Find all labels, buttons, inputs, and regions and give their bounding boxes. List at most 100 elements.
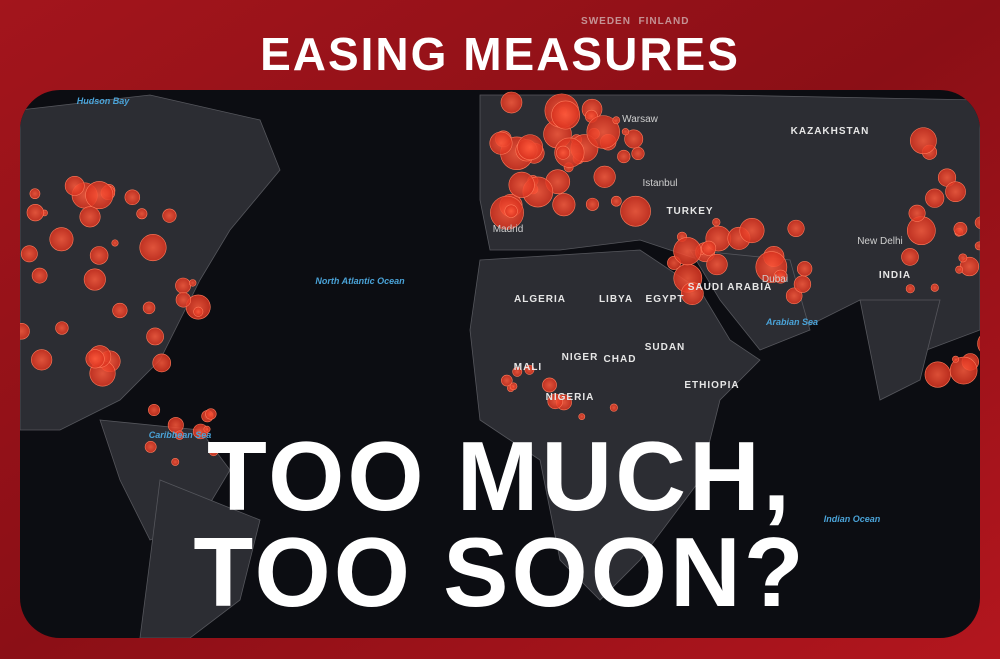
case-dot	[111, 239, 119, 247]
case-dot	[925, 188, 945, 208]
case-dot	[20, 245, 38, 263]
case-dot	[586, 115, 620, 149]
case-dot	[955, 265, 964, 274]
case-dot	[508, 171, 535, 198]
case-dot	[142, 301, 156, 315]
map-label: ETHIOPIA	[684, 380, 739, 391]
case-dot	[85, 349, 105, 369]
map-label: Warsaw	[622, 114, 659, 125]
case-dot	[617, 149, 631, 164]
case-dots	[20, 91, 980, 466]
case-dot	[31, 267, 48, 284]
map-label: Madrid	[493, 224, 524, 235]
case-dot	[49, 227, 74, 252]
case-dot	[509, 382, 518, 391]
case-dot	[773, 269, 788, 284]
case-dot	[712, 218, 721, 227]
map-label: Hudson Bay	[77, 96, 131, 106]
map-label: NIGER	[562, 352, 599, 363]
map-label: NIGERIA	[546, 392, 595, 403]
case-dot	[609, 403, 618, 412]
case-dot	[203, 425, 211, 433]
headline-line: TOO MUCH,	[207, 421, 793, 531]
case-dot	[793, 275, 812, 293]
case-dot	[556, 145, 571, 160]
case-dot	[909, 127, 937, 155]
case-dot	[175, 277, 192, 294]
map-label: ALGERIA	[514, 294, 566, 305]
map-label: FINLAND	[639, 16, 690, 27]
map-label: KAZAKHSTAN	[791, 126, 870, 137]
map-label: North Atlantic Ocean	[315, 276, 405, 286]
map-label: MALI	[514, 362, 542, 373]
case-dot	[612, 116, 621, 125]
case-dot	[974, 241, 980, 251]
case-dot	[139, 234, 167, 262]
case-dot	[83, 268, 106, 291]
case-dot	[958, 253, 968, 263]
map-label: Arabian Sea	[765, 317, 818, 327]
case-dot	[906, 216, 936, 246]
case-dot	[542, 377, 557, 393]
case-dot	[209, 447, 219, 457]
case-dot	[701, 240, 717, 256]
case-dot	[85, 181, 114, 210]
header-title: EASING MEASURES	[260, 28, 740, 80]
case-dot	[504, 204, 518, 218]
case-dot	[501, 374, 513, 387]
case-dot	[512, 366, 523, 377]
case-dot	[193, 306, 204, 317]
map-label: SWEDEN	[581, 16, 631, 27]
case-dot	[593, 165, 616, 188]
case-dot	[489, 131, 513, 155]
case-dot	[930, 283, 939, 292]
map-label: New Delhi	[857, 236, 903, 247]
case-dot	[146, 327, 164, 346]
case-dot	[924, 361, 951, 388]
landmasses	[20, 94, 980, 638]
case-dot	[680, 282, 704, 305]
case-dot	[952, 355, 960, 363]
headline-line: TOO SOON?	[193, 517, 806, 627]
case-dot	[796, 261, 813, 277]
map-label: CHAD	[604, 354, 637, 365]
case-dot	[585, 197, 599, 211]
case-dot	[148, 403, 161, 417]
case-dot	[112, 302, 128, 319]
map-panel: Hudson Bay North Atlantic Ocean KAZAKHST…	[20, 90, 980, 638]
case-dot	[624, 129, 644, 149]
case-dot	[189, 279, 197, 287]
case-dot	[706, 253, 728, 276]
case-dot	[977, 331, 980, 356]
case-dot	[945, 181, 966, 203]
case-dot	[787, 219, 805, 237]
case-dot	[621, 128, 630, 136]
case-dot	[136, 208, 148, 220]
case-dot	[26, 203, 44, 222]
case-dot	[524, 364, 535, 375]
map-label: INDIA	[879, 270, 911, 281]
map-label: TURKEY	[666, 206, 713, 217]
case-dot	[673, 237, 702, 266]
case-dot	[610, 195, 622, 207]
case-dot	[953, 222, 968, 236]
case-dot	[785, 287, 803, 305]
case-dot	[551, 100, 581, 130]
case-dot	[144, 441, 157, 453]
map-label: Caribbean Sea	[149, 430, 212, 440]
case-dot	[174, 430, 185, 440]
case-dot	[205, 408, 217, 420]
case-dot	[64, 175, 85, 196]
map-label: EGYPT	[646, 294, 685, 305]
case-dot	[905, 284, 915, 294]
case-dot	[89, 246, 109, 265]
case-dot	[739, 218, 765, 244]
map-label: SUDAN	[645, 342, 686, 353]
case-dot	[552, 193, 576, 217]
case-dot	[55, 321, 69, 335]
map-label: SAUDI ARABIA	[688, 282, 772, 293]
map-label: LIBYA	[599, 294, 633, 305]
map-label: Istanbul	[642, 178, 677, 189]
case-dot	[31, 349, 53, 371]
